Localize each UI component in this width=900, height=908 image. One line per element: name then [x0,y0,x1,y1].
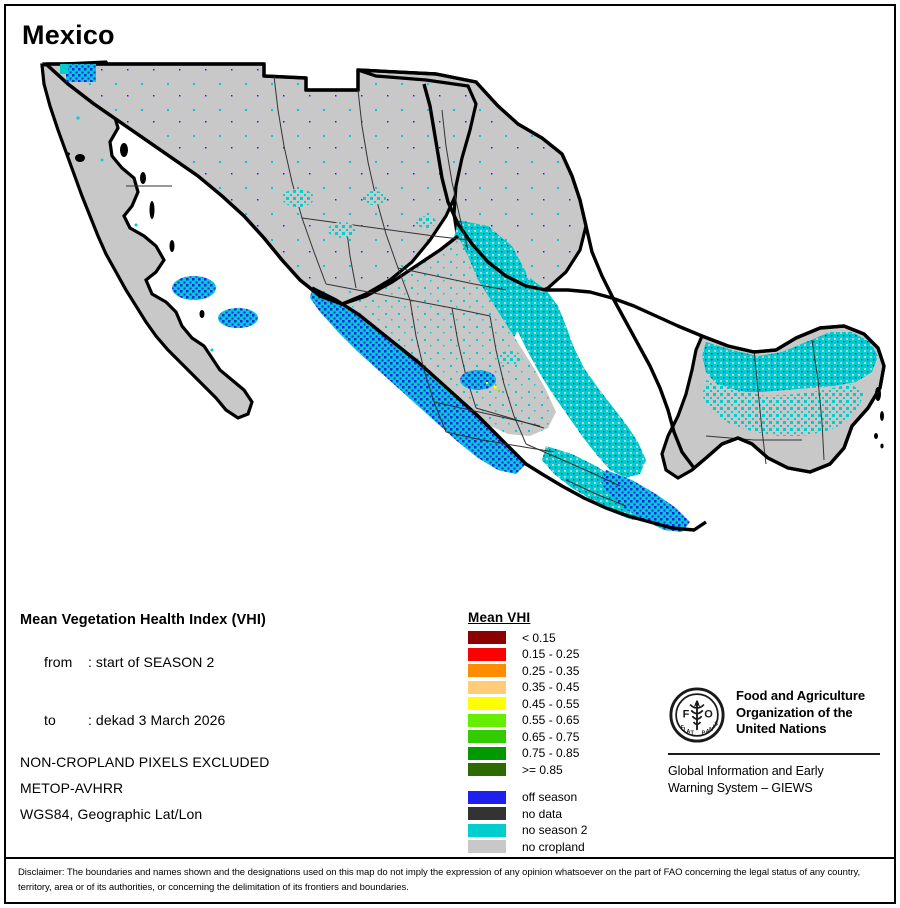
fao-logo-motto: FIAT PANIS [681,721,719,736]
fao-header: F A O FIAT PANIS Food and Agriculture Or… [668,686,883,744]
region-yucatan [660,324,886,480]
legend-label: off season [522,790,578,804]
legend-spacer [468,779,638,790]
legend-swatch [468,763,506,776]
legend-row[interactable]: 0.35 - 0.45 [468,680,638,695]
legend-swatch [468,807,506,820]
legend-title: Mean VHI [468,610,531,625]
legend-row-no-season-2[interactable]: no season 2 [468,823,638,838]
legend-swatch [468,631,506,644]
giews-text: Global Information and Early Warning Sys… [668,763,883,796]
legend-label: 0.65 - 0.75 [522,729,580,744]
info-note-cropland: NON-CROPLAND PIXELS EXCLUDED [20,754,270,770]
fao-logo-letter-f: F [683,708,690,720]
page-title: Mexico [22,20,115,50]
legend-row-no-data[interactable]: no data [468,806,638,821]
info-row-to: to : dekad 3 March 2026 [20,696,440,744]
legend-label: no season 2 [522,823,588,837]
region-central [342,236,556,436]
legend-row[interactable]: 0.25 - 0.35 [468,663,638,678]
legend-swatch [468,730,506,743]
region-pacific-coast [310,288,526,474]
mexico-map-svg [6,50,894,595]
nw-corner-highlight [60,64,96,82]
legend-swatch [468,840,506,853]
legend-swatch [468,697,506,710]
interior-patches [172,189,522,392]
legend-row[interactable]: 0.65 - 0.75 [468,729,638,744]
region-south [542,446,690,532]
legend-label: 0.75 - 0.85 [522,746,580,760]
legend-label: 0.45 - 0.55 [522,696,580,711]
legend-swatch [468,790,506,804]
legend-label: 0.35 - 0.45 [522,680,580,694]
legend-swatch [468,823,506,837]
legend-label: < 0.15 [522,630,556,645]
info-note-sensor: METOP-AVHRR [20,780,124,796]
disclaimer-divider [6,857,894,859]
legend-row-no-cropland[interactable]: no cropland [468,839,638,854]
legend-label: no data [522,806,563,821]
legend-row[interactable]: >= 0.85 [468,762,638,777]
info-block: Mean Vegetation Health Index (VHI) from:… [20,612,440,832]
fao-divider [668,753,880,755]
legend: Mean VHI < 0.15 0.15 - 0.25 0.25 - 0.35 … [468,610,638,856]
legend-row[interactable]: 0.75 - 0.85 [468,746,638,761]
giews-line: Global Information and Early [668,764,824,778]
legend-swatch [468,664,506,677]
legend-swatch [468,713,506,727]
info-note-projection: WGS84, Geographic Lat/Lon [20,806,203,822]
mainland-outline [44,62,886,532]
legend-label: 0.25 - 0.35 [522,663,580,678]
fao-org-name-line: Organization of the [736,704,853,720]
info-title: Mean Vegetation Health Index (VHI) [20,612,266,628]
legend-row[interactable]: 0.55 - 0.65 [468,713,638,728]
legend-label: 0.15 - 0.25 [522,647,580,661]
info-value-from: : start of SEASON 2 [87,654,215,670]
info-key-to: to [43,712,56,728]
page-frame [4,4,896,904]
fao-org-name-line: United Nations [736,721,827,736]
fao-block: F A O FIAT PANIS Food and Agriculture Or… [668,686,883,796]
legend-row[interactable]: 0.15 - 0.25 [468,647,638,662]
info-key-from: from [43,654,73,670]
disclaimer-text: Disclaimer: The boundaries and names sho… [18,867,861,893]
fao-org-name: Food and Agriculture Organization of the… [736,686,865,738]
map-canvas[interactable] [6,50,894,595]
legend-swatch [468,746,506,760]
fao-logo-icon: F A O FIAT PANIS [669,687,725,743]
legend-label: no cropland [522,839,585,854]
fao-org-name-line: Food and Agriculture [736,688,865,703]
legend-row-off-season[interactable]: off season [468,790,638,805]
info-value-to: : dekad 3 March 2026 [87,712,226,728]
legend-swatch [468,647,506,661]
legend-row[interactable]: 0.45 - 0.55 [468,696,638,711]
giews-line: Warning System – GIEWS [668,780,813,795]
legend-row[interactable]: < 0.15 [468,630,638,645]
legend-label: 0.55 - 0.65 [522,713,580,727]
legend-swatch [468,680,506,694]
legend-label: >= 0.85 [522,762,563,777]
fao-logo-letter-o: O [704,708,713,720]
fao-logo-letter-a: A [694,698,701,708]
info-row-from: from : start of SEASON 2 [20,638,440,686]
state-boundaries [273,75,627,507]
